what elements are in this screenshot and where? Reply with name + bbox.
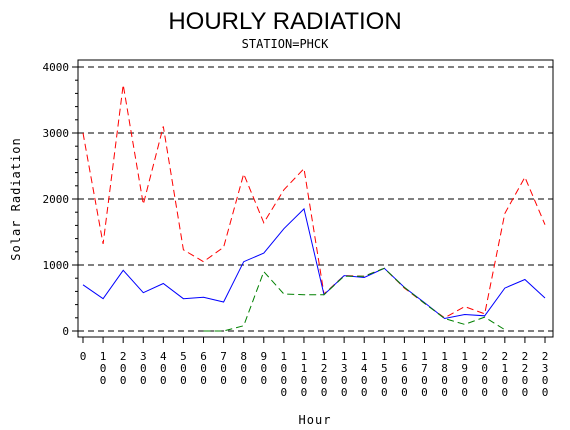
x-tick-label: 0 xyxy=(80,350,87,363)
y-axis-label: Solar Radiation xyxy=(9,137,23,260)
y-tick-label: 0 xyxy=(62,325,69,338)
chart-subtitle: STATION=PHCK xyxy=(242,37,329,51)
x-axis-label: Hour xyxy=(299,413,332,427)
y-axis: 0 1000 2000 3000 4000 xyxy=(43,61,78,338)
y-tick-label: 4000 xyxy=(43,61,70,74)
series-line-3 xyxy=(203,267,506,332)
y-tick-label: 2000 xyxy=(43,193,70,206)
gridlines xyxy=(78,66,553,332)
series-line-2 xyxy=(82,207,546,320)
series-lines xyxy=(82,84,546,332)
series-line-1 xyxy=(82,84,546,319)
y-tick-label: 3000 xyxy=(43,127,70,140)
y-tick-label: 1000 xyxy=(43,259,70,272)
x-axis: 0 1 0 0 2 0 0 3 0 0 4 0 0 5 0 0 6 0 0 7 0 0 8 0 0 9 0 0 1 0 0 0 1 1 0 0 1 2 0 0… xyxy=(80,337,549,399)
chart-title: HOURLY RADIATION xyxy=(168,8,401,35)
